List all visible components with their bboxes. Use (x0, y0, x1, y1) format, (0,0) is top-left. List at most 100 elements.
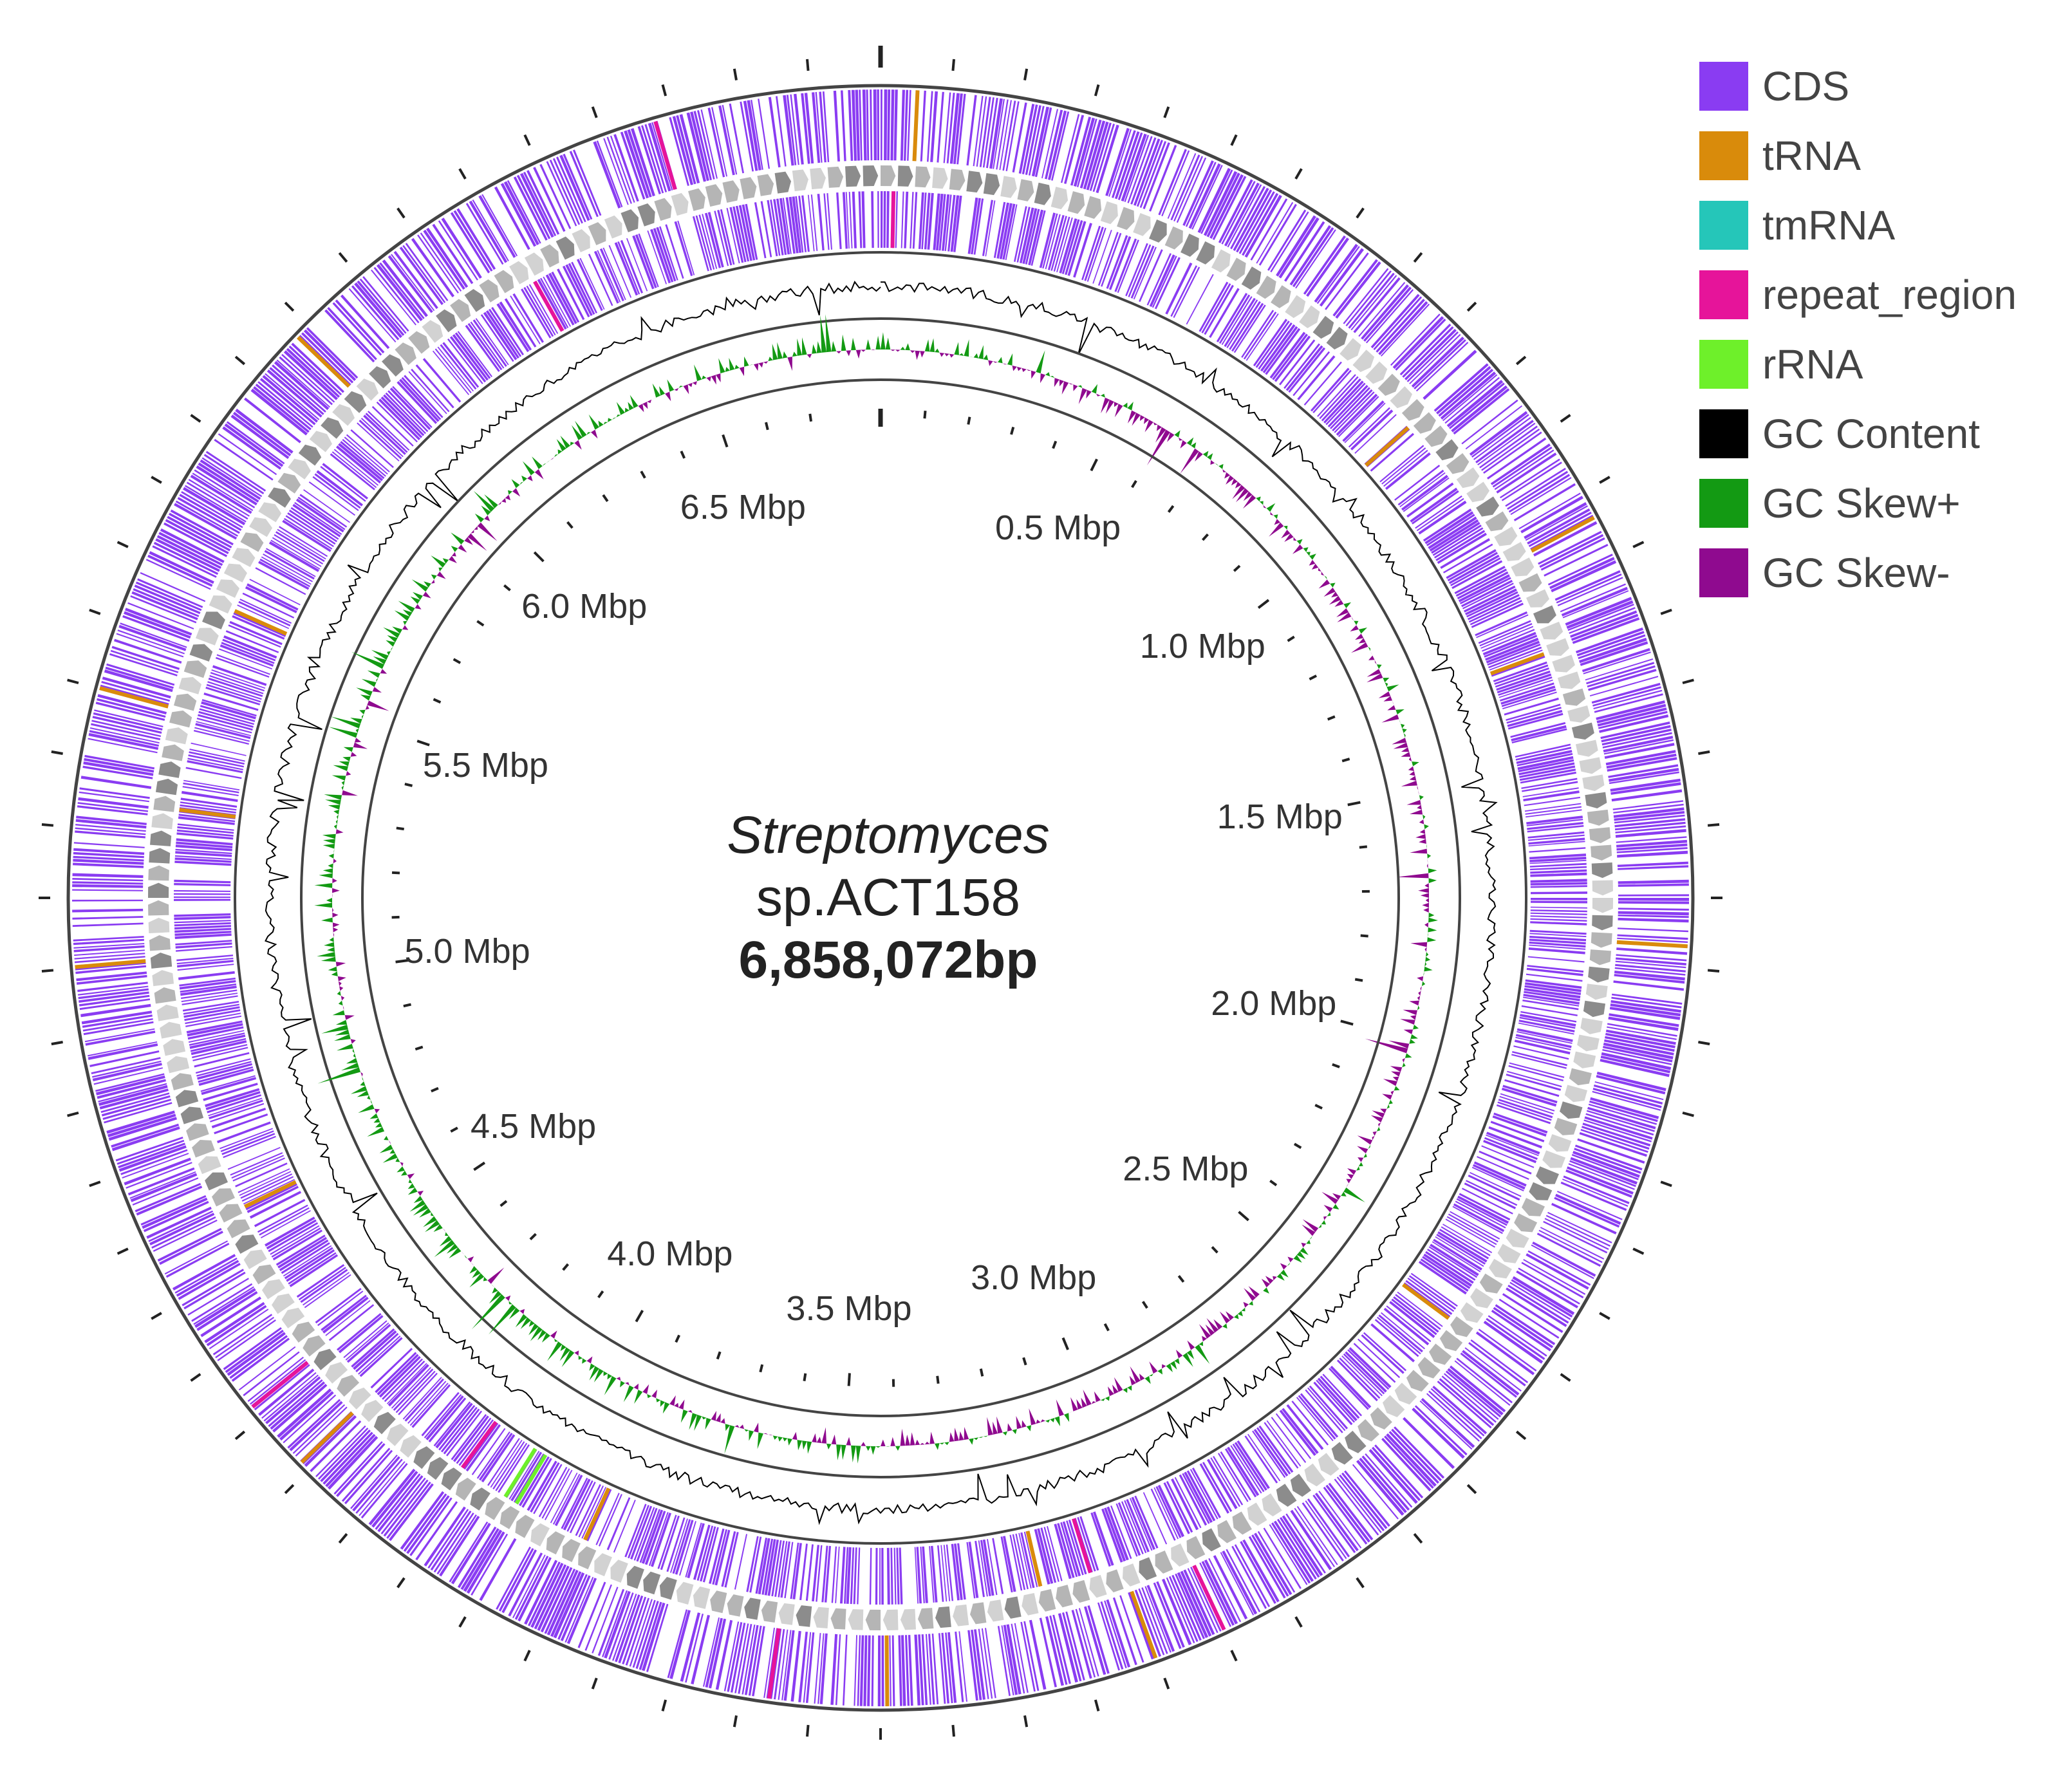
orf-arrow (386, 1423, 409, 1446)
orf-arrow (1304, 1463, 1325, 1487)
inner-tick (566, 521, 574, 529)
orf-arrow (321, 417, 344, 439)
outer-tick (806, 59, 810, 71)
orf-arrow (373, 1411, 396, 1435)
inner-tick (1211, 1246, 1218, 1254)
trna-mark (99, 686, 169, 709)
outer-tick (806, 1724, 810, 1737)
outer-tick (1599, 476, 1610, 484)
inner-tick (1309, 675, 1318, 681)
outer-tick (51, 750, 63, 755)
orf-arrow (1540, 621, 1563, 640)
orf-arrow (183, 660, 207, 678)
orf-arrow (149, 848, 171, 864)
orf-arrow (509, 261, 529, 284)
trna-mark (1402, 1283, 1450, 1320)
orf-arrow (626, 1565, 644, 1589)
inner-tick (1131, 480, 1137, 489)
repeat-region-mark (890, 191, 896, 248)
inner-tick (967, 416, 971, 425)
inner-tick (635, 1310, 644, 1323)
orf-arrow (1133, 212, 1151, 236)
orf-arrow (1548, 1134, 1572, 1152)
orf-arrow (1575, 740, 1598, 757)
orf-arrow (515, 1514, 535, 1538)
orf-arrow (154, 987, 176, 1004)
orf-arrow (271, 1293, 295, 1314)
axis-label-3.5-mbp: 3.5 Mbp (786, 1289, 912, 1328)
outer-tick (117, 541, 129, 548)
orf-arrow (900, 1608, 916, 1630)
inner-tick (1090, 458, 1098, 472)
outer-tick (234, 1430, 246, 1440)
repeat-region-mark (1072, 1518, 1092, 1574)
orf-arrow (162, 744, 184, 761)
feature-marks-track (75, 90, 1688, 1706)
orf-arrow (863, 165, 879, 187)
orf-arrow (1022, 1592, 1039, 1616)
orf-arrow (1318, 1453, 1339, 1476)
trna-mark (75, 959, 146, 969)
inner-tick (1354, 978, 1363, 982)
orf-arrow (150, 953, 173, 969)
inner-tick (533, 551, 545, 563)
orf-arrow (171, 1073, 194, 1090)
legend-label: GC Skew- (1762, 550, 1950, 596)
orf-arrow (189, 644, 213, 662)
orf-arrow (344, 391, 367, 413)
orf-arrow (1450, 1316, 1473, 1337)
orf-arrow (744, 1598, 761, 1620)
legend-swatch (1699, 62, 1748, 111)
orf-arrow (1232, 1511, 1252, 1535)
orf-arrow (659, 1577, 677, 1600)
orf-arrow (223, 563, 247, 582)
orf-arrow (1460, 1302, 1484, 1323)
orf-arrow (158, 761, 181, 778)
outer-tick (458, 168, 467, 180)
inner-tick-marks (391, 409, 1370, 1387)
orf-arrow (1592, 915, 1613, 931)
legend-item-tmrna: tmRNA (1699, 191, 2060, 260)
orf-arrow (1339, 338, 1361, 361)
orf-arrow (1585, 792, 1607, 808)
legend-swatch (1699, 201, 1748, 250)
orf-arrow (1139, 1557, 1157, 1581)
inner-tick (1293, 1142, 1302, 1150)
legend-label: GC Skew+ (1762, 480, 1961, 526)
axis-label-4.0-mbp: 4.0 Mbp (607, 1234, 733, 1274)
orf-arrow (1331, 1442, 1353, 1465)
inner-tick (1201, 533, 1209, 541)
orf-arrow (813, 1607, 829, 1629)
orf-arrow (167, 1056, 190, 1074)
outer-tick (1682, 1111, 1694, 1117)
axis-label-2.0-mbp: 2.0 Mbp (1211, 984, 1337, 1023)
trna-mark (244, 1180, 297, 1209)
legend-label: tRNA (1762, 133, 1861, 179)
repeat-region-mark (533, 280, 565, 332)
orf-arrow (1485, 511, 1509, 532)
orf-arrow (1591, 844, 1612, 861)
orf-arrow (1476, 496, 1500, 517)
outer-tick (661, 1699, 667, 1711)
inner-tick (847, 1373, 851, 1386)
orf-arrow (1413, 412, 1436, 434)
orf-arrow (1585, 983, 1608, 1000)
orf-arrow (1164, 226, 1183, 250)
orf-arrow (1211, 249, 1231, 273)
inner-tick (936, 1375, 940, 1384)
outer-tick (67, 678, 79, 685)
axis-label-4.5-mbp: 4.5 Mbp (471, 1106, 597, 1146)
outer-tick (89, 1180, 101, 1188)
orf-arrow (1536, 1166, 1559, 1184)
orf-arrow (671, 192, 689, 216)
orf-arrow (705, 184, 723, 207)
outer-tick (1560, 414, 1571, 423)
outer-tick (67, 1111, 79, 1117)
inner-tick (597, 1290, 604, 1299)
orf-arrow (1591, 932, 1612, 948)
inner-tick (1332, 1063, 1340, 1068)
orf-arrow (727, 1594, 744, 1617)
orf-arrow (173, 693, 197, 711)
orf-arrow (761, 1600, 778, 1623)
inner-tick (1287, 635, 1295, 642)
